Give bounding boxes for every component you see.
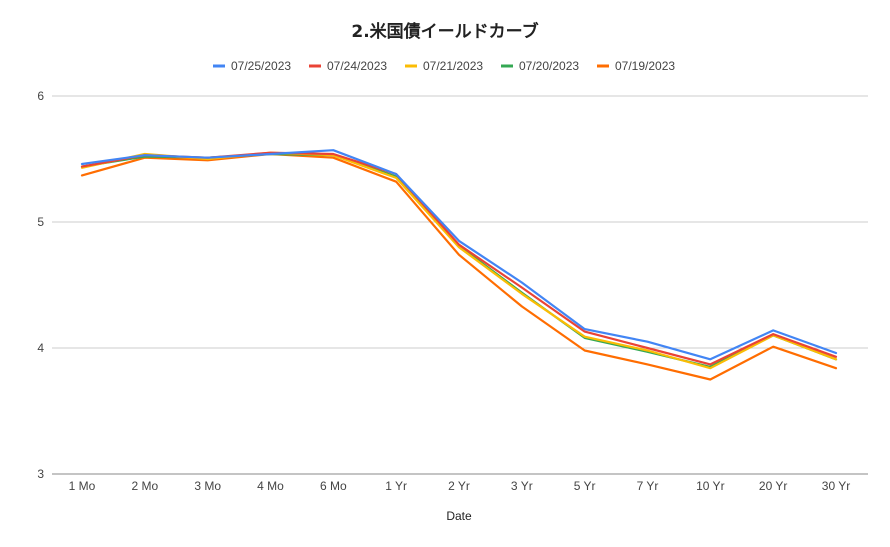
x-tick-label: 3 Mo (194, 479, 221, 493)
x-tick-label: 3 Yr (511, 479, 533, 493)
y-tick-label: 6 (37, 89, 44, 103)
chart-title: 2.米国債イールドカーブ (351, 21, 538, 42)
legend-label: 07/20/2023 (519, 59, 579, 73)
x-tick-label: 30 Yr (822, 479, 850, 493)
y-tick-label: 3 (37, 467, 44, 481)
y-tick-label: 4 (37, 341, 44, 355)
x-tick-label: 10 Yr (696, 479, 724, 493)
legend-item[interactable]: 07/21/2023 (405, 59, 483, 73)
x-axis-ticks: 1 Mo 2 Mo 3 Mo 4 Mo 6 Mo 1 Yr 2 Yr 3 Yr 5 Yr 7 Yr… (69, 479, 851, 493)
x-tick-label: 1 Mo (69, 479, 96, 493)
x-tick-label: 2 Mo (131, 479, 158, 493)
x-tick-label: 4 Mo (257, 479, 284, 493)
legend-item[interactable]: 07/24/2023 (309, 59, 387, 73)
y-gridlines (52, 95, 868, 475)
x-tick-label: 20 Yr (759, 479, 787, 493)
series-line-07-19-2023[interactable] (80, 152, 838, 381)
y-axis-ticks: 3 4 5 6 (37, 89, 44, 481)
legend-item[interactable]: 07/25/2023 (213, 59, 291, 73)
series-line-07-25-2023[interactable] (80, 149, 838, 361)
x-axis-title: Date (446, 509, 472, 523)
legend-label: 07/24/2023 (327, 59, 387, 73)
x-tick-label: 1 Yr (385, 479, 407, 493)
legend-item[interactable]: 07/20/2023 (501, 59, 579, 73)
legend-label: 07/21/2023 (423, 59, 483, 73)
x-tick-label: 5 Yr (574, 479, 596, 493)
legend-label: 07/25/2023 (231, 59, 291, 73)
series-lines (80, 149, 838, 381)
y-tick-label: 5 (37, 215, 44, 229)
series-line-07-20-2023[interactable] (80, 152, 838, 368)
series-line-07-24-2023[interactable] (80, 151, 838, 366)
x-tick-label: 7 Yr (637, 479, 659, 493)
legend: 07/25/2023 07/24/2023 07/21/2023 07/20/2023… (213, 59, 675, 73)
legend-item[interactable]: 07/19/2023 (597, 59, 675, 73)
x-tick-label: 2 Yr (448, 479, 470, 493)
series-line-07-21-2023[interactable] (80, 151, 838, 370)
legend-label: 07/19/2023 (615, 59, 675, 73)
x-tick-label: 6 Mo (320, 479, 347, 493)
